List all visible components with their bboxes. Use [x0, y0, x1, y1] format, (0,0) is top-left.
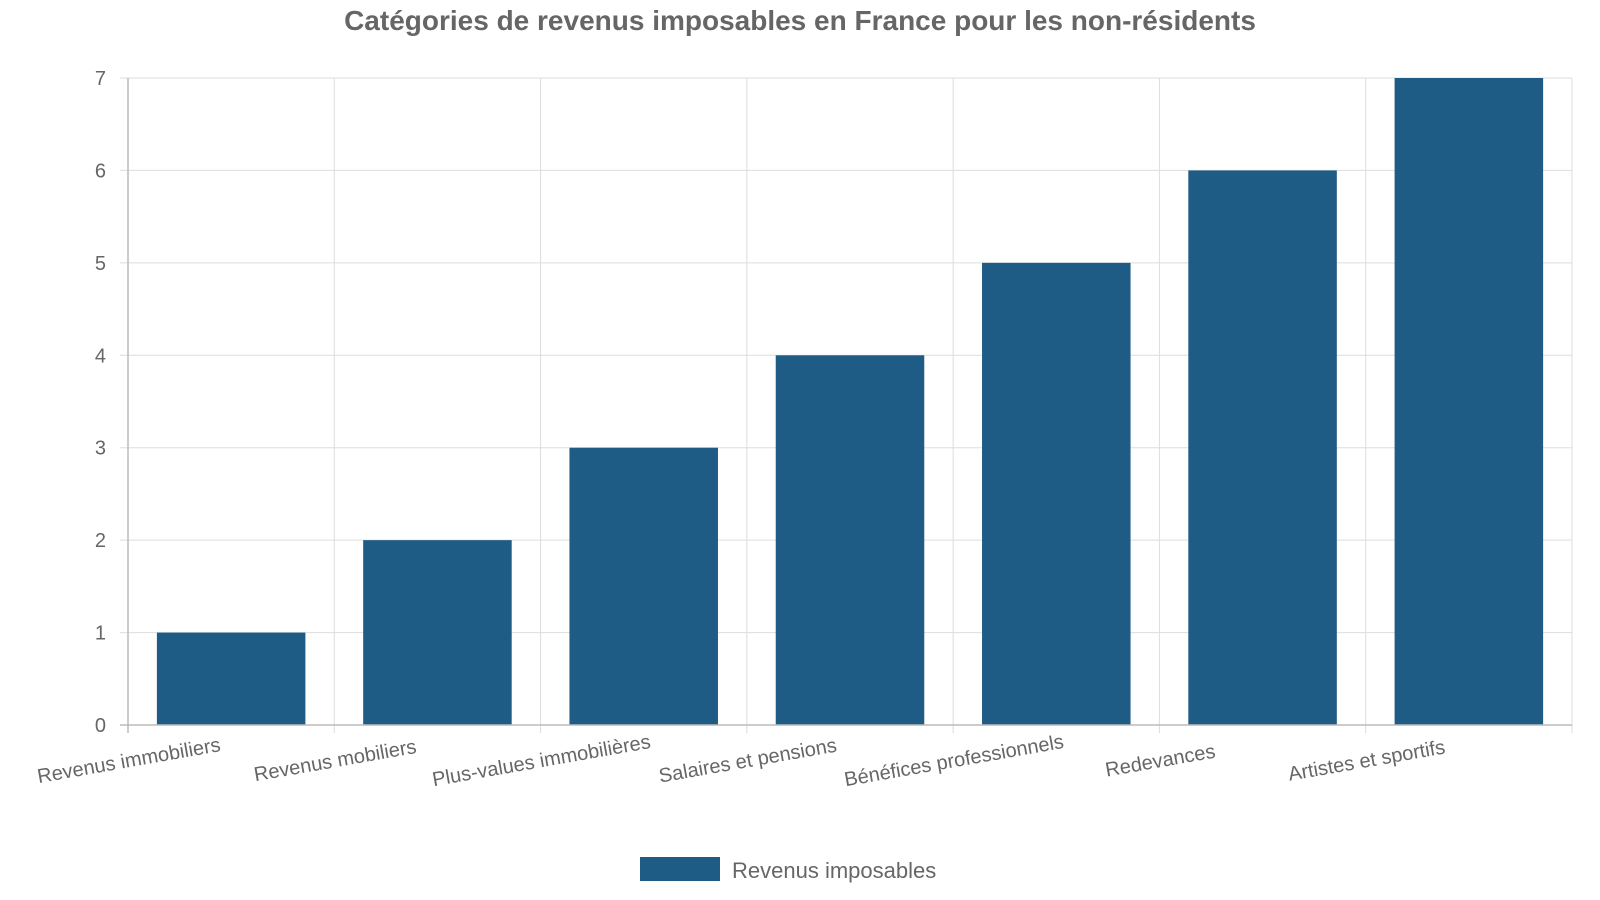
- bars: [156, 78, 1544, 725]
- y-axis: 0 1 2 3 4 5 6 7: [95, 68, 129, 737]
- bar: [1394, 78, 1544, 725]
- bar: [569, 447, 718, 725]
- y-tick-label: 1: [95, 623, 106, 645]
- y-tick-label: 3: [95, 438, 106, 460]
- x-tick-label: Revenus mobiliers: [252, 736, 418, 786]
- y-tick-label: 2: [95, 530, 106, 552]
- y-tick-label: 7: [95, 68, 106, 90]
- bar: [156, 632, 306, 725]
- legend-label: Revenus imposables: [732, 858, 936, 883]
- x-tick-label: Revenus immobiliers: [36, 734, 223, 788]
- y-tick-label: 6: [95, 160, 106, 182]
- bar: [775, 355, 925, 725]
- y-tick-label: 0: [95, 715, 106, 737]
- y-tick-label: 5: [95, 253, 106, 275]
- x-axis: Revenus immobiliers Revenus mobiliers Plus…: [36, 724, 1572, 791]
- bar: [1188, 170, 1337, 725]
- bar: [982, 262, 1131, 725]
- x-tick-label: Salaires et pensions: [657, 735, 838, 788]
- legend-swatch: [640, 857, 720, 881]
- chart-title: Catégories de revenus imposables en Fran…: [344, 5, 1256, 36]
- x-tick-label: Plus-values immobilières: [431, 731, 653, 791]
- bar: [363, 540, 512, 725]
- x-tick-label: Redevances: [1104, 741, 1217, 782]
- x-tick-label: Bénéfices professionnels: [843, 731, 1066, 791]
- y-tick-label: 4: [95, 345, 106, 367]
- x-tick-label: Artistes et sportifs: [1287, 736, 1447, 785]
- legend: Revenus imposables: [640, 857, 936, 883]
